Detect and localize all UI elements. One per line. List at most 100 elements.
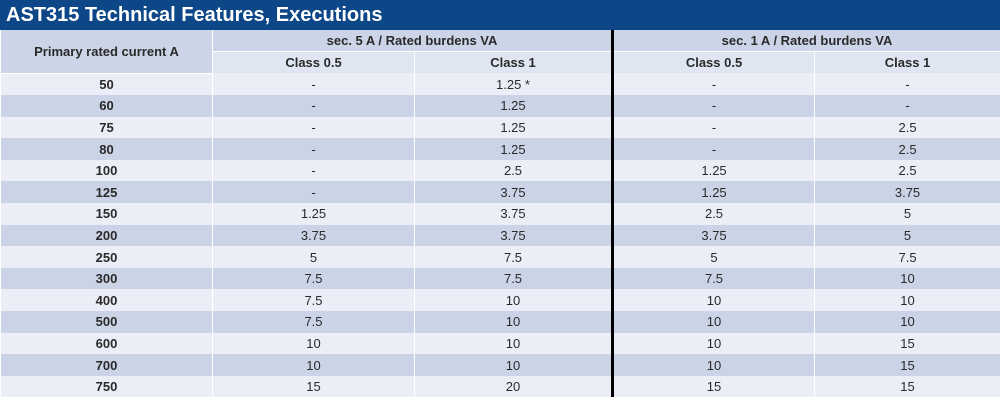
sec-5a-class-05-cell: 10 — [212, 354, 415, 376]
table-row: 700 10 10 10 15 — [0, 354, 1000, 376]
primary-current-cell: 600 — [0, 332, 213, 355]
primary-current-cell: 750 — [0, 375, 213, 398]
sec-1a-class-1-cell: 15 — [814, 375, 1000, 398]
sec-5a-class-1-cell: 1.25 — [413, 116, 614, 139]
sec-1a-class-1-cell: 10 — [814, 311, 1000, 333]
sec-1a-class-1-cell: 7.5 — [814, 246, 1000, 268]
table-row: 200 3.75 3.75 3.75 5 — [0, 224, 1000, 247]
primary-current-cell: 700 — [0, 354, 213, 376]
sec-1a-class-1-cell: 3.75 — [814, 181, 1000, 204]
sec-1a-class-1-cell: 15 — [814, 332, 1000, 355]
sec-1a-class-05-cell: - — [611, 73, 816, 96]
sec-5a-class-1-cell: 10 — [413, 289, 614, 312]
table-row: 750 15 20 15 15 — [0, 375, 1000, 398]
sec-5a-class-05-cell: 7.5 — [212, 267, 415, 290]
sec-1a-class-1-cell: 2.5 — [814, 159, 1000, 182]
sec-5a-class-1-cell: 7.5 — [413, 246, 614, 268]
sec-5a-class-05-header: Class 0.5 — [212, 51, 415, 73]
sec-1a-class-05-cell: 2.5 — [611, 203, 816, 225]
sec-1a-class-1-cell: 2.5 — [814, 138, 1000, 160]
sec-1a-class-05-cell: - — [611, 138, 816, 160]
sec-5a-class-1-cell: 7.5 — [413, 267, 614, 290]
sec-1a-class-05-cell: 3.75 — [611, 224, 816, 247]
sec-5a-class-1-cell: 20 — [413, 375, 614, 398]
sec-1a-class-05-cell: - — [611, 95, 816, 117]
primary-current-cell: 125 — [0, 181, 213, 204]
sec-1a-class-05-cell: 5 — [611, 246, 816, 268]
sec-5a-class-05-cell: - — [212, 181, 415, 204]
sec-1a-class-05-cell: 15 — [611, 375, 816, 398]
table-row: 60 - 1.25 - - — [0, 95, 1000, 117]
sec-1a-class-05-cell: 7.5 — [611, 267, 816, 290]
sec-5a-class-05-cell: 7.5 — [212, 289, 415, 312]
sec-5a-class-05-cell: 1.25 — [212, 203, 415, 225]
sec-5a-class-1-cell: 2.5 — [413, 159, 614, 182]
sec-5a-class-05-cell: 10 — [212, 332, 415, 355]
sec-5a-class-1-cell: 10 — [413, 332, 614, 355]
primary-current-cell: 500 — [0, 311, 213, 333]
sec-5a-class-1-header: Class 1 — [413, 51, 614, 73]
sec-1a-class-1-header: Class 1 — [814, 51, 1000, 73]
sec-5a-class-05-cell: - — [212, 95, 415, 117]
table-row: 80 - 1.25 - 2.5 — [0, 138, 1000, 160]
sec-1a-class-1-cell: - — [814, 73, 1000, 96]
table-row: 150 1.25 3.75 2.5 5 — [0, 203, 1000, 225]
table-row: 100 - 2.5 1.25 2.5 — [0, 159, 1000, 182]
table-row: 600 10 10 10 15 — [0, 332, 1000, 355]
sec-5a-class-1-cell: 10 — [413, 354, 614, 376]
primary-current-cell: 100 — [0, 159, 213, 182]
primary-current-cell: 200 — [0, 224, 213, 247]
burden-table: Primary rated current A sec. 5 A / Rated… — [0, 30, 1000, 398]
sec-1a-class-05-cell: 10 — [611, 332, 816, 355]
page-title: AST315 Technical Features, Executions — [0, 0, 1000, 30]
sec-5a-class-05-cell: 3.75 — [212, 224, 415, 247]
sec-1a-class-1-cell: 15 — [814, 354, 1000, 376]
primary-current-cell: 300 — [0, 267, 213, 290]
sec-1a-class-05-cell: 10 — [611, 289, 816, 312]
sec-1a-class-05-cell: 10 — [611, 311, 816, 333]
sec-1a-class-05-header: Class 0.5 — [611, 51, 816, 73]
sec-1a-class-05-cell: 1.25 — [611, 159, 816, 182]
sec-1a-class-1-cell: - — [814, 95, 1000, 117]
table-row: 500 7.5 10 10 10 — [0, 311, 1000, 333]
primary-current-cell: 250 — [0, 246, 213, 268]
sec-5a-class-05-cell: - — [212, 73, 415, 96]
table-row: 75 - 1.25 - 2.5 — [0, 116, 1000, 139]
primary-current-cell: 50 — [0, 73, 213, 96]
sec-5a-class-05-cell: - — [212, 116, 415, 139]
sec-5a-class-05-cell: - — [212, 159, 415, 182]
sec-5a-class-1-cell: 1.25 — [413, 95, 614, 117]
primary-current-header: Primary rated current A — [0, 30, 213, 74]
sec-5a-class-1-cell: 3.75 — [413, 203, 614, 225]
sec-5a-class-1-cell: 10 — [413, 311, 614, 333]
sec-1a-class-05-cell: - — [611, 116, 816, 139]
sec-5a-class-1-cell: 1.25 * — [413, 73, 614, 96]
table-row: 50 - 1.25 * - - — [0, 73, 1000, 96]
primary-current-cell: 150 — [0, 203, 213, 225]
sec-1a-class-1-cell: 5 — [814, 224, 1000, 247]
sec-5a-class-1-cell: 3.75 — [413, 181, 614, 204]
sec-1a-class-05-cell: 1.25 — [611, 181, 816, 204]
primary-current-cell: 60 — [0, 95, 213, 117]
sec-1a-group-header: sec. 1 A / Rated burdens VA — [611, 30, 1000, 52]
table-row: 300 7.5 7.5 7.5 10 — [0, 267, 1000, 290]
sec-5a-class-05-cell: 7.5 — [212, 311, 415, 333]
sec-5a-group-header: sec. 5 A / Rated burdens VA — [211, 30, 614, 52]
primary-current-cell: 400 — [0, 289, 213, 312]
sec-1a-class-05-cell: 10 — [611, 354, 816, 376]
primary-current-cell: 75 — [0, 116, 213, 139]
sec-1a-class-1-cell: 5 — [814, 203, 1000, 225]
table-row: 125 - 3.75 1.25 3.75 — [0, 181, 1000, 204]
sec-5a-class-05-cell: - — [212, 138, 415, 160]
sec-1a-class-1-cell: 10 — [814, 289, 1000, 312]
sec-5a-class-1-cell: 3.75 — [413, 224, 614, 247]
sec-5a-class-1-cell: 1.25 — [413, 138, 614, 160]
sec-5a-class-05-cell: 5 — [212, 246, 415, 268]
primary-current-cell: 80 — [0, 138, 213, 160]
table-row: 400 7.5 10 10 10 — [0, 289, 1000, 312]
sec-1a-class-1-cell: 10 — [814, 267, 1000, 290]
table-row: 250 5 7.5 5 7.5 — [0, 246, 1000, 268]
sec-1a-class-1-cell: 2.5 — [814, 116, 1000, 139]
sec-5a-class-05-cell: 15 — [212, 375, 415, 398]
